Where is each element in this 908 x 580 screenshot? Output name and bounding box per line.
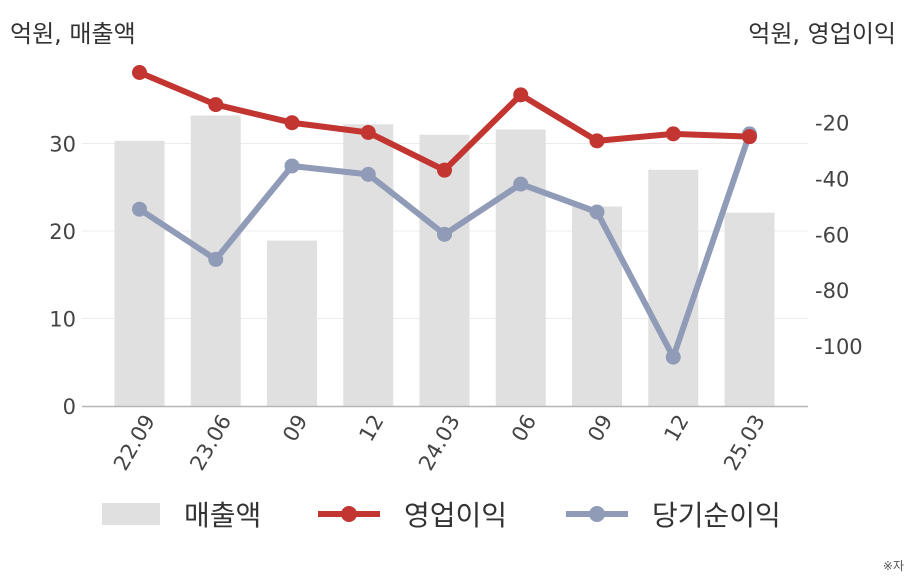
bar-revenue bbox=[648, 169, 699, 406]
legend-item-revenue: 매출액 bbox=[102, 492, 261, 536]
point-net-income bbox=[132, 201, 147, 217]
left-tick-label: 20 bbox=[49, 220, 76, 244]
right-tick-label: -100 bbox=[815, 335, 863, 359]
right-tick-label: -80 bbox=[815, 279, 849, 303]
left-tick-label: 30 bbox=[49, 133, 76, 157]
right-tick-label: -60 bbox=[815, 223, 849, 247]
x-tick-label: 09 bbox=[278, 411, 312, 446]
right-axis-unit-label: 억원, 영업이익 bbox=[748, 20, 896, 48]
point-operating-profit bbox=[360, 124, 376, 140]
legend-item-operating-profit: 영업이익 bbox=[318, 492, 507, 536]
right-axis-ticks: -20 -40 -60 -80 -100 bbox=[815, 112, 863, 359]
left-tick-label: 10 bbox=[49, 308, 76, 332]
legend-item-net-income: 당기순이익 bbox=[566, 492, 781, 536]
x-tick-label: 09 bbox=[583, 411, 617, 446]
point-net-income bbox=[437, 226, 452, 242]
line-series bbox=[132, 65, 757, 365]
point-net-income bbox=[665, 349, 681, 365]
left-axis-unit-label: 억원, 매출액 bbox=[10, 20, 136, 48]
x-tick-label: 22.09 bbox=[109, 411, 160, 475]
legend: 매출액 영업이익 당기순이익 bbox=[0, 492, 908, 536]
legend-swatch-operating-profit bbox=[318, 503, 380, 525]
point-operating-profit bbox=[284, 115, 300, 131]
left-axis-ticks: 0 10 20 30 bbox=[49, 133, 76, 420]
bar-revenue bbox=[343, 124, 394, 406]
x-tick-label: 23.06 bbox=[185, 411, 236, 475]
point-operating-profit bbox=[437, 162, 452, 178]
bar-revenue bbox=[572, 206, 622, 406]
point-operating-profit bbox=[742, 129, 757, 145]
footnote: ※자 bbox=[882, 559, 904, 573]
left-tick-label: 0 bbox=[63, 395, 76, 419]
x-tick-label: 12 bbox=[659, 411, 693, 446]
point-net-income bbox=[360, 166, 376, 182]
legend-label-revenue: 매출액 bbox=[184, 499, 262, 532]
point-operating-profit bbox=[208, 97, 224, 113]
legend-label-net-income: 당기순이익 bbox=[652, 499, 781, 532]
legend-swatch-net-income bbox=[566, 503, 628, 525]
bar-revenue bbox=[267, 240, 317, 406]
point-net-income bbox=[284, 158, 300, 174]
x-tick-label: 06 bbox=[507, 411, 541, 446]
legend-swatch-revenue bbox=[102, 503, 160, 525]
point-operating-profit bbox=[589, 133, 605, 149]
point-net-income bbox=[513, 176, 529, 192]
bar-revenue bbox=[419, 134, 470, 406]
x-tick-label: 24.03 bbox=[414, 411, 465, 475]
point-operating-profit bbox=[665, 126, 681, 142]
bar-revenue bbox=[114, 140, 165, 406]
x-tick-label: 12 bbox=[354, 411, 388, 446]
point-net-income bbox=[589, 204, 605, 220]
bar-revenue bbox=[724, 212, 775, 406]
x-axis-ticks: 22.09 23.06 09 12 24.03 06 09 12 25.03 bbox=[109, 411, 770, 475]
x-tick-label: 25.03 bbox=[719, 411, 770, 475]
right-tick-label: -20 bbox=[815, 112, 849, 136]
point-net-income bbox=[208, 251, 224, 267]
legend-label-operating-profit: 영업이익 bbox=[404, 499, 508, 532]
point-operating-profit bbox=[513, 87, 529, 103]
point-operating-profit bbox=[132, 65, 147, 80]
bar-revenue bbox=[495, 129, 546, 406]
right-tick-label: -40 bbox=[815, 168, 849, 192]
